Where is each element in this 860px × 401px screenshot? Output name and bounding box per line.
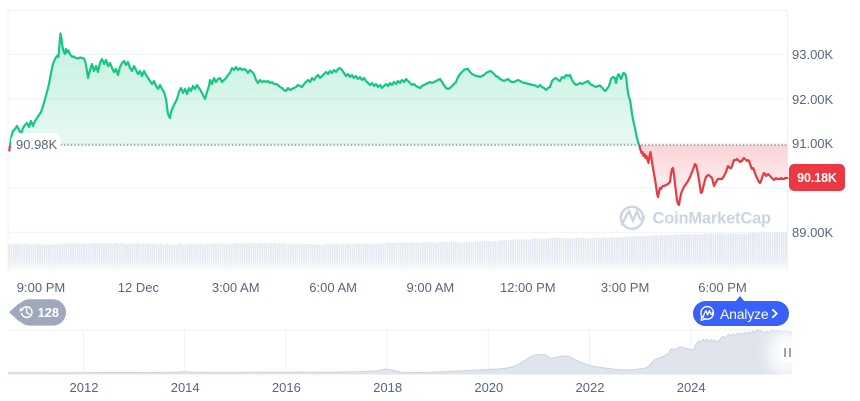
svg-text:CoinMarketCap: CoinMarketCap: [653, 210, 772, 228]
svg-text:128: 128: [38, 305, 59, 320]
